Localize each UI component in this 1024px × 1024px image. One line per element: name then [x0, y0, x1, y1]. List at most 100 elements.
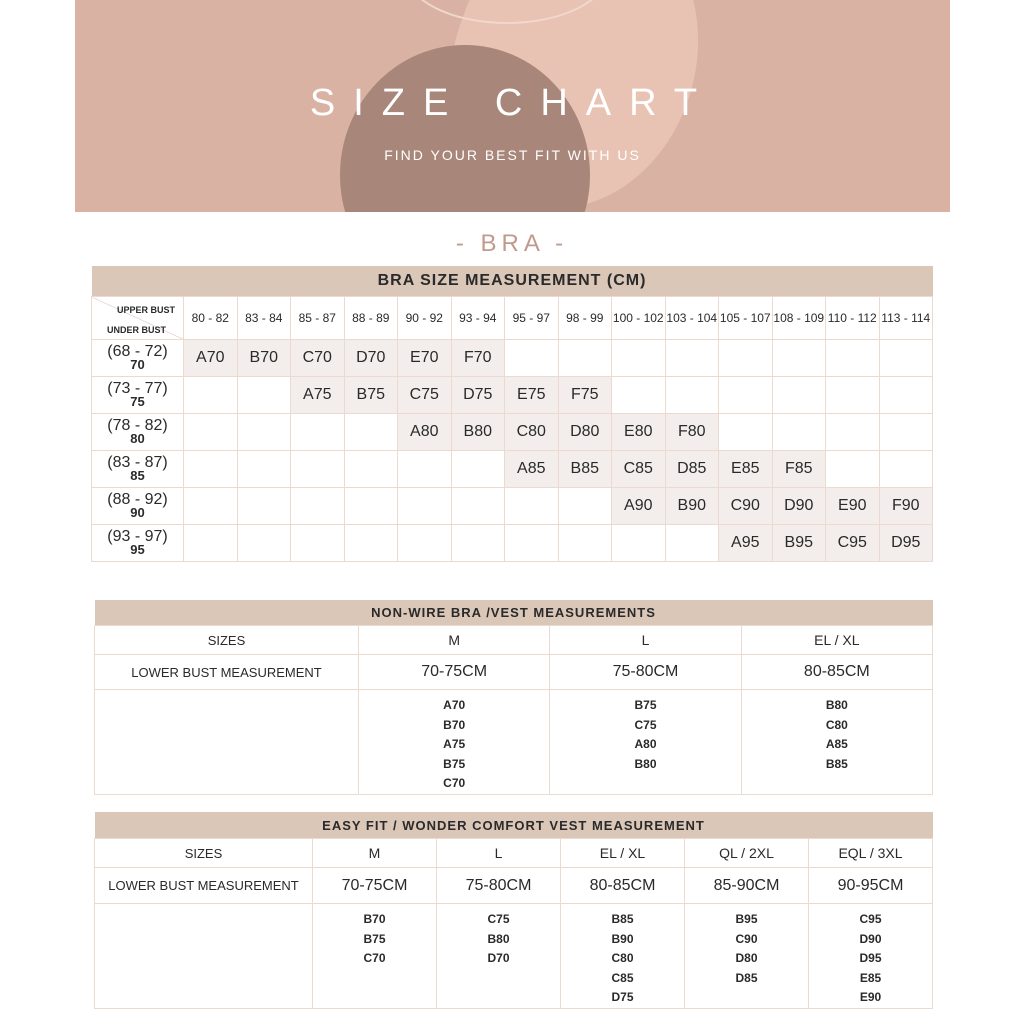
under-bust-range: (78 - 82)	[107, 417, 168, 434]
size-cell: C90	[718, 487, 773, 525]
empty-cell	[94, 903, 313, 1009]
size-header: L	[436, 838, 561, 868]
nonwire-table: NON-WIRE BRA /VEST MEASUREMENTS SIZES M L EL…	[94, 600, 934, 795]
size-cell	[557, 524, 612, 562]
size-cell	[504, 487, 559, 525]
fit-size: A85	[825, 737, 848, 751]
table-row: (73 - 77) 75 A75 B75 C75 D75 E75 F75	[91, 376, 933, 414]
size-cell	[664, 376, 719, 414]
fit-size: D85	[735, 970, 758, 985]
fit-size: C95	[859, 912, 882, 926]
hero-banner: SIZE CHART FIND YOUR BEST FIT WITH US	[75, 0, 950, 212]
fit-size: B85	[825, 756, 848, 771]
fit-size: E90	[859, 990, 882, 1004]
under-bust-range: (88 - 92)	[107, 491, 168, 508]
size-cell: D70	[343, 339, 398, 377]
fit-size: B90	[611, 931, 634, 946]
size-cell	[343, 487, 398, 525]
size-cell: B85	[557, 450, 612, 488]
size-header: L	[549, 625, 742, 655]
size-cell	[183, 487, 238, 525]
size-cell	[236, 413, 291, 451]
size-cell	[771, 413, 826, 451]
fit-size: B95	[735, 912, 758, 926]
upper-bust-header: 83 - 84	[236, 296, 291, 340]
size-cell: E80	[611, 413, 666, 451]
sizes-label: SIZES	[94, 838, 313, 868]
fit-size: D90	[859, 931, 882, 946]
fit-size: A70	[443, 698, 466, 712]
size-cell: E70	[397, 339, 452, 377]
fits-cell: B80 C80 A85 B85	[740, 689, 934, 795]
size-cell	[450, 524, 505, 562]
sizes-row: SIZES M L EL / XL	[94, 625, 934, 655]
under-bust-cell: (73 - 77) 75	[91, 376, 184, 414]
fit-size: B80	[825, 698, 848, 712]
size-header: EL / XL	[560, 838, 685, 868]
size-cell	[397, 524, 452, 562]
size-cell	[504, 339, 559, 377]
size-cell	[290, 524, 345, 562]
fit-size: D80	[735, 951, 758, 965]
band-size: 90	[130, 505, 145, 520]
size-cell: A90	[611, 487, 666, 525]
fit-size: D95	[859, 951, 882, 965]
upper-bust-header: 103 - 104	[664, 296, 719, 340]
size-cell	[611, 339, 666, 377]
size-cell	[611, 524, 666, 562]
table-title: NON-WIRE BRA /VEST MEASUREMENTS	[94, 600, 933, 626]
upper-bust-header: 98 - 99	[557, 296, 612, 340]
size-cell	[771, 376, 826, 414]
fit-size: D70	[487, 951, 510, 965]
sizes-label: SIZES	[94, 625, 359, 655]
upper-bust-header: 93 - 94	[450, 296, 505, 340]
size-cell	[397, 487, 452, 525]
size-cell: D85	[664, 450, 719, 488]
size-cell: B75	[343, 376, 398, 414]
size-cell	[878, 339, 933, 377]
size-cell: F80	[664, 413, 719, 451]
under-bust-label: UNDER BUST	[107, 325, 167, 335]
size-header: M	[357, 625, 551, 655]
size-cell: F85	[771, 450, 826, 488]
upper-bust-header: 80 - 82	[183, 296, 238, 340]
fits-cell: B75 C75 A80 B80	[549, 689, 742, 795]
size-cell	[825, 413, 880, 451]
table-row: (88 - 92) 90 A90 B90 C90 D90 E90 F90	[91, 487, 933, 525]
under-bust-cell: (88 - 92) 90	[91, 487, 184, 525]
measurement-label: LOWER BUST MEASUREMENT	[94, 654, 359, 690]
size-cell: C85	[611, 450, 666, 488]
size-cell: F75	[557, 376, 612, 414]
under-bust-cell: (83 - 87) 85	[91, 450, 184, 488]
upper-bust-header: 105 - 107	[718, 296, 773, 340]
under-bust-range: (73 - 77)	[107, 380, 168, 397]
size-cell: D95	[878, 524, 933, 562]
bra-size-table: BRA SIZE MEASUREMENT (CM) UPPER BUST UND…	[91, 266, 933, 562]
fit-size: D75	[611, 990, 634, 1004]
fit-size: C70	[363, 951, 386, 965]
size-cell	[825, 450, 880, 488]
page-subtitle: FIND YOUR BEST FIT WITH US	[384, 147, 641, 163]
fit-size: B85	[611, 912, 634, 926]
band-size: 95	[130, 542, 145, 557]
size-cell	[450, 450, 505, 488]
size-cell: C70	[290, 339, 345, 377]
table-title: EASY FIT / WONDER COMFORT VEST MEASUREME…	[94, 812, 933, 839]
measurement-value: 75-80CM	[436, 867, 561, 904]
measurement-value: 90-95CM	[808, 867, 933, 904]
size-cell: C95	[825, 524, 880, 562]
empty-cell	[94, 689, 359, 795]
table-title: BRA SIZE MEASUREMENT (CM)	[91, 266, 933, 297]
under-bust-cell: (68 - 72) 70	[91, 339, 184, 377]
size-cell	[718, 376, 773, 414]
size-cell: A85	[504, 450, 559, 488]
fit-size: C70	[443, 776, 466, 790]
size-cell: F70	[450, 339, 505, 377]
size-cell: A75	[290, 376, 345, 414]
size-cell	[290, 487, 345, 525]
under-bust-range: (93 - 97)	[107, 528, 168, 545]
size-cell	[290, 413, 345, 451]
size-cell	[611, 376, 666, 414]
fit-size: B80	[634, 756, 657, 771]
size-cell	[236, 376, 291, 414]
